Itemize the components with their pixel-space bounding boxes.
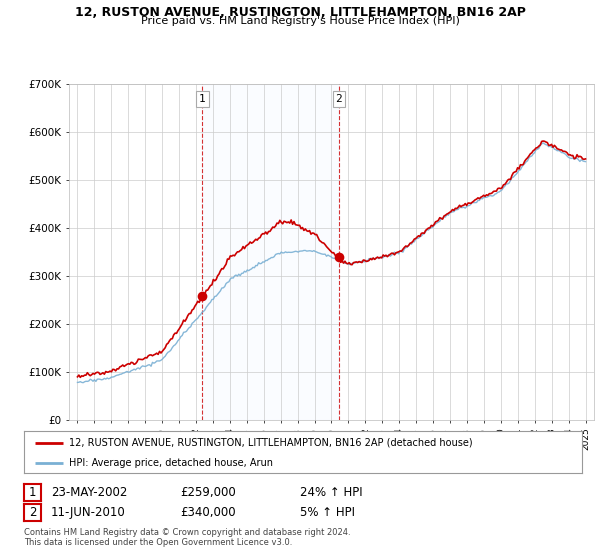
Text: £340,000: £340,000 (180, 506, 236, 519)
Text: 1: 1 (29, 486, 36, 500)
Text: 2: 2 (335, 94, 343, 104)
Text: 2: 2 (29, 506, 36, 519)
Text: 5% ↑ HPI: 5% ↑ HPI (300, 506, 355, 519)
Text: 12, RUSTON AVENUE, RUSTINGTON, LITTLEHAMPTON, BN16 2AP (detached house): 12, RUSTON AVENUE, RUSTINGTON, LITTLEHAM… (68, 438, 472, 448)
Text: 24% ↑ HPI: 24% ↑ HPI (300, 486, 362, 500)
Text: 23-MAY-2002: 23-MAY-2002 (51, 486, 127, 500)
Text: HPI: Average price, detached house, Arun: HPI: Average price, detached house, Arun (68, 458, 272, 468)
Text: 11-JUN-2010: 11-JUN-2010 (51, 506, 126, 519)
Text: £259,000: £259,000 (180, 486, 236, 500)
Text: Contains HM Land Registry data © Crown copyright and database right 2024.
This d: Contains HM Land Registry data © Crown c… (24, 528, 350, 547)
Text: Price paid vs. HM Land Registry's House Price Index (HPI): Price paid vs. HM Land Registry's House … (140, 16, 460, 26)
Bar (202, 84, 339, 420)
Text: 1: 1 (199, 94, 206, 104)
Text: 12, RUSTON AVENUE, RUSTINGTON, LITTLEHAMPTON, BN16 2AP: 12, RUSTON AVENUE, RUSTINGTON, LITTLEHAM… (74, 6, 526, 18)
